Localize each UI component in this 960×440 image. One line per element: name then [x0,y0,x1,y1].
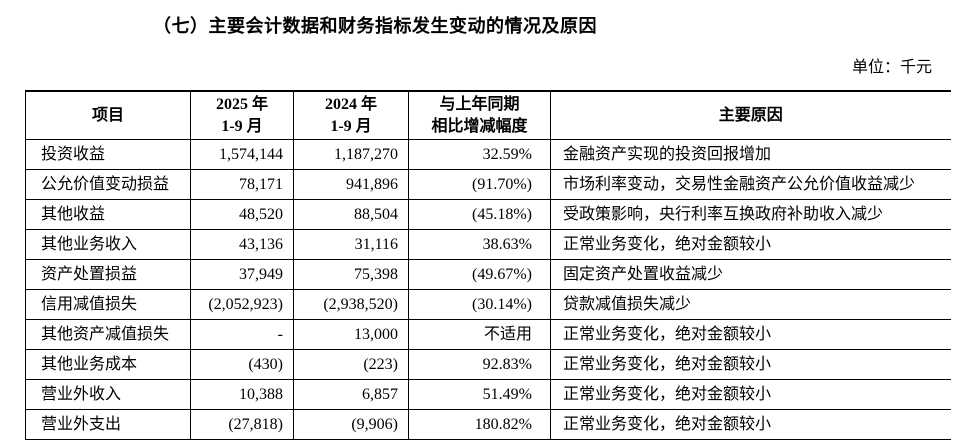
cell-change: 不适用 [408,319,551,350]
table-row: 营业外收入 10,388 6,857 51.49% 正常业务变化，绝对金额较小 [25,379,951,410]
cell-2024: 88,504 [293,199,409,230]
cell-2024: 31,116 [293,229,409,260]
header-reason: 主要原因 [550,91,951,140]
table-row: 其他收益 48,520 88,504 (45.18%) 受政策影响，央行利率互换政府补助… [25,199,951,230]
cell-item: 其他业务收入 [25,229,191,260]
variance-table: 项目 2025 年 1-9 月 2024 年 1-9 月 与上年同期 相比增减幅… [25,90,951,440]
cell-2024: (223) [293,349,409,380]
cell-reason: 市场利率变动，交易性金融资产公允价值收益减少 [550,169,951,200]
header-2024-line2: 1-9 月 [330,117,372,135]
cell-reason: 固定资产处置收益减少 [550,259,951,290]
header-2024: 2024 年 1-9 月 [293,91,409,140]
cell-reason: 金融资产实现的投资回报增加 [550,139,951,170]
header-2025: 2025 年 1-9 月 [190,91,294,140]
table-body: 投资收益 1,574,144 1,187,270 32.59% 金融资产实现的投资回报增… [25,139,951,440]
header-2024-line1: 2024 年 [324,95,377,113]
cell-change: 51.49% [408,379,551,410]
cell-item: 公允价值变动损益 [25,169,191,200]
table-row: 信用减值损失 (2,052,923) (2,938,520) (30.14%) 贷款减值… [25,289,951,320]
cell-reason: 正常业务变化，绝对金额较小 [550,379,951,410]
table-row: 营业外支出 (27,818) (9,906) 180.82% 正常业务变化，绝对金额较小 [25,409,951,440]
table-header-row: 项目 2025 年 1-9 月 2024 年 1-9 月 与上年同期 相比增减幅… [25,91,951,140]
cell-2024: (2,938,520) [293,289,409,320]
cell-2024: 941,896 [293,169,409,200]
cell-2025: 43,136 [190,229,294,260]
cell-2024: 1,187,270 [293,139,409,170]
cell-2024: 6,857 [293,379,409,410]
cell-2025: 1,574,144 [190,139,294,170]
cell-change: (45.18%) [408,199,551,230]
unit-label: 单位：千元 [851,59,932,76]
cell-item: 其他资产减值损失 [25,319,191,350]
cell-change: (30.14%) [408,289,551,320]
cell-item: 信用减值损失 [25,289,191,320]
cell-change: 38.63% [408,229,551,260]
header-change-line2: 相比增减幅度 [431,117,528,135]
section-title: （七）主要会计数据和财务指标发生变动的情况及原因 [153,16,597,36]
cell-reason: 正常业务变化，绝对金额较小 [550,409,951,440]
cell-2025: 37,949 [190,259,294,290]
cell-2025: 10,388 [190,379,294,410]
table-row: 其他资产减值损失 -13,000 不适用 正常业务变化，绝对金额较小 [25,319,951,350]
cell-change: 180.82% [408,409,551,440]
header-change-line1: 与上年同期 [439,95,520,113]
cell-2024: 75,398 [293,259,409,290]
cell-item: 投资收益 [25,139,191,170]
table-row: 其他业务成本 (430) (223) 92.83% 正常业务变化，绝对金额较小 [25,349,951,380]
cell-item: 营业外支出 [25,409,191,440]
cell-change: 92.83% [408,349,551,380]
cell-change: (49.67%) [408,259,551,290]
header-2025-line2: 1-9 月 [221,117,263,135]
cell-2025: (2,052,923) [190,289,294,320]
cell-reason: 正常业务变化，绝对金额较小 [550,229,951,260]
cell-reason: 贷款减值损失减少 [550,289,951,320]
cell-2024: 13,000 [293,319,409,350]
cell-2025: 78,171 [190,169,294,200]
table-header: 项目 2025 年 1-9 月 2024 年 1-9 月 与上年同期 相比增减幅… [25,91,951,140]
header-2025-line1: 2025 年 [215,95,268,113]
cell-2025: 48,520 [190,199,294,230]
table-row: 公允价值变动损益 78,171 941,896 (91.70%) 市场利率变动，交易性金… [25,169,951,200]
header-item: 项目 [25,91,191,140]
cell-reason: 正常业务变化，绝对金额较小 [550,349,951,380]
cell-2025: (27,818) [190,409,294,440]
cell-change: (91.70%) [408,169,551,200]
cell-2025: (430) [190,349,294,380]
cell-change: 32.59% [408,139,551,170]
cell-item: 其他业务成本 [25,349,191,380]
header-change: 与上年同期 相比增减幅度 [408,91,551,140]
cell-reason: 正常业务变化，绝对金额较小 [550,319,951,350]
table-row: 资产处置损益 37,949 75,398 (49.67%) 固定资产处置收益减少 [25,259,951,290]
cell-2024: (9,906) [293,409,409,440]
cell-item: 营业外收入 [25,379,191,410]
cell-2025: - [190,319,294,350]
cell-item: 其他收益 [25,199,191,230]
cell-reason: 受政策影响，央行利率互换政府补助收入减少 [550,199,951,230]
cell-item: 资产处置损益 [25,259,191,290]
table-row: 其他业务收入 43,136 31,116 38.63% 正常业务变化，绝对金额较小 [25,229,951,260]
table-row: 投资收益 1,574,144 1,187,270 32.59% 金融资产实现的投资回报增… [25,139,951,170]
